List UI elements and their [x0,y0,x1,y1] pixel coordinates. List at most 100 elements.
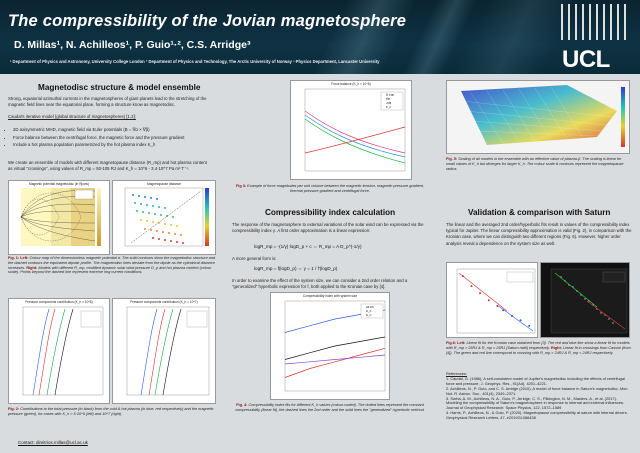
ucl-logo: UCL [562,46,610,73]
system-size-text: In order to examine the effect of the sy… [232,278,408,290]
fig3-legend-label: J×B [386,101,391,105]
fig2-left-plot [22,306,104,396]
model-points [132,194,184,244]
fig3-force-balance: Force balance (K_h = 10^6) ∇·T/B ∇P J×B … [290,80,412,180]
dipole-contours [20,193,82,241]
poster-affiliations: ¹ Department of Physics and Astronomy, U… [10,59,380,64]
fig4-plot: All Kh K_h K_h [284,300,386,392]
fig4-legend-label: K_h [366,309,372,313]
fig5-colorbar [621,87,625,147]
fig2-right-title: Pressure components contribution (K_h = … [130,300,198,304]
fig1-caption-right-text: Models with different R_mp, modified dyn… [8,265,212,275]
fig3-legend-label: ∇P [385,97,390,101]
fig4-caption: Fig. 4: Compressibility index fits for d… [232,403,428,413]
section-heading-magnetodisc: Magnetodisc structure & model ensemble [38,83,201,92]
fig6-caption-right-text: Linear fit in crossings from Cassini (fr… [446,345,631,355]
fig5-caption: Fig. 5: Scaling of all models in the ens… [446,157,630,171]
fig3-plot: ∇·T/B ∇P J×B F_c [304,88,406,172]
reference-item: 2. Achilleos, N., P. Guio, and C. S. Arr… [446,385,629,396]
poster-header: The compressibility of the Jovian magnet… [0,0,640,74]
fig2-legend [186,310,208,328]
section-heading-compressibility: Compressibility index calculation [265,208,396,217]
fig3-title: Force balance (K_h = 10^6) [331,82,371,86]
intro-text: Strong, equatorial azimuthal currents in… [8,96,207,108]
fig4-caption-text: Compressibility index fits for different… [235,403,425,412]
fig2-right-plot [126,306,210,396]
fig6-right-plot [550,268,628,334]
section-heading-validation: Validation & comparison with Saturn [468,208,611,217]
fig6-caption-label: Fig.6: Left: [446,341,466,345]
compressibility-intro: The response of the magnetosphere to ext… [232,222,424,234]
references: References: 1. Caudal, G. (1986), A self… [446,371,632,421]
fig1-caption-label: Fig. 1: Left: [8,256,29,260]
fig3-legend-label: ∇·T/B [385,93,394,97]
red-fit-line [586,300,626,330]
ensemble-text: We create an ensemble of models with dif… [8,160,207,172]
magnetic-pressure-curve [46,308,66,396]
fig6-scatter-point [519,319,522,322]
fig1-left-plot [20,188,101,246]
fig1-legend [74,189,94,200]
fig4-legend-label: All Kh [366,305,374,309]
extreme-ring-current-line [130,190,202,244]
fig3-legend-label: F_c [386,105,392,109]
fig6-left-plot [456,268,536,334]
fig1-right-title: Magnetopause distance [147,182,181,186]
fig4-legend [360,303,384,319]
general-form-text: A more general form is: [232,256,277,261]
cold-plasma-curve [140,308,158,396]
centrifugal-force-curve [304,126,406,154]
fig3-legend [380,91,404,111]
hot-plasma-colorbar [205,188,209,246]
fit-line-large [458,272,508,312]
general-fit-equation: logR_mp = f(logD_p) ⇔ γ = 1 / f′(logD_p) [254,266,338,271]
fig6-right-legend [602,271,626,283]
fig5-plasma-beta-surface [446,80,630,154]
fig2-caption-text: Contributions to the total pressure (in … [8,407,214,416]
total-pressure-curve [162,308,182,396]
jxb-force-curve [304,118,406,164]
cold-plasma-curve [32,308,50,396]
fig6-right-cassini-fit [540,262,630,338]
fig2-legend [80,310,102,328]
fig3-caption-label: Fig 3: [235,184,247,188]
fig1-left-title: Magnetic potential magnetodisc (in Rjovi… [29,182,89,186]
fig6-scatter-point [470,285,473,288]
fig4-title: Compressibility index with system size [302,294,358,298]
green-fit-line [554,272,598,308]
hot-plasma-curve [148,308,166,396]
fig2-caption-label: Fig. 2: [8,407,20,411]
fig6-scatter-point [528,324,531,327]
pressure-gradient-curve [304,114,406,158]
fig6-caption-right-label: Right: [551,345,562,350]
tension-force-curve [304,110,406,154]
fig1-right-magnetopause: Magnetopause distance [112,180,216,255]
fig4-series-line [284,347,386,378]
fig1-caption: Fig. 1: Left: Colour map of the dimensio… [8,256,216,275]
bullet-item: Force balance between the centrifugal fo… [13,134,208,142]
linear-fit-equation: logR_mp = -(1/γ) logD_p + c ⇔ R_mp = A D… [254,244,362,249]
fig2-left-pressure: Pressure components contribution (K_h = … [8,298,110,404]
fig5-caption-text: Scaling of all models in the ensemble wi… [446,157,624,171]
fig1-caption-right-label: Right: [26,265,38,270]
reference-item: 3. Sorba, A. M., Achilleos, N. A., Guio,… [446,395,625,411]
fig6-scatter-point [487,299,490,302]
magnetic-pressure-curve [154,308,174,396]
fig4-series-line [284,336,386,360]
fit-line-small [496,304,534,332]
fig6-caption-text: Linear fit for the Kronian case obtained… [446,341,630,350]
fig6-scatter-point [479,292,482,295]
fig4-caption-label: Fig. 4: [236,403,248,407]
model-bullets: 2D axisymmetric MHD, magnetic field via … [8,126,208,149]
fig6-legend [506,271,534,283]
fig6-caption: Fig.6: Left: Linear fit for the Kronian … [446,341,632,355]
fig4-legend-label: K_h [366,313,372,317]
fig1-caption-text: Colour map of the dimensionless magnetic… [8,256,216,270]
validation-text: The linear and the averaged 2nd order/hy… [446,222,632,246]
fig2-left-title: Pressure components contribution (K_h = … [25,300,93,304]
fig4-compressibility-index: Compressibility index with system size A… [270,292,390,400]
bullet-item: 2D axisymmetric MHD, magnetic field via … [13,126,208,134]
contact-email[interactable]: Contact: dimitrios.millas@ucl.ac.uk [18,440,88,445]
fig3-caption: Fig 3: Example of force magnitudes per u… [230,184,430,194]
bullet-item: Include a hot plasma population parametr… [13,141,208,149]
